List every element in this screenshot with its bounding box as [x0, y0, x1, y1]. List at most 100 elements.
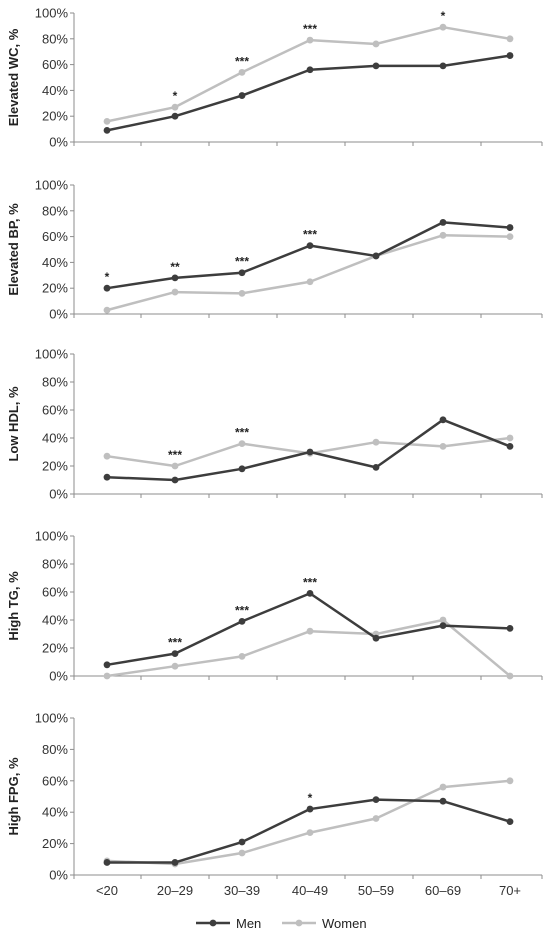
- significance-marker: *: [173, 89, 178, 103]
- y-axis-label: Elevated WC, %: [6, 28, 21, 126]
- y-tick-label: 60%: [42, 403, 68, 418]
- y-tick-label: 80%: [42, 203, 68, 218]
- data-point-women: [306, 278, 314, 286]
- data-point-women: [506, 233, 514, 241]
- data-point-men: [439, 62, 447, 70]
- data-point-men: [103, 661, 111, 669]
- x-tick-label: 60–69: [425, 883, 461, 898]
- data-point-men: [372, 252, 380, 260]
- data-point-women: [372, 40, 380, 48]
- y-tick-label: 0%: [49, 487, 68, 502]
- significance-marker: *: [105, 270, 110, 284]
- y-tick-label: 40%: [42, 255, 68, 270]
- data-point-women: [372, 438, 380, 446]
- y-axis-label: Elevated BP, %: [6, 203, 21, 296]
- y-tick-label: 100%: [35, 347, 69, 362]
- data-point-men: [171, 650, 179, 657]
- data-point-men: [306, 805, 314, 813]
- data-point-women: [238, 68, 246, 76]
- y-tick-label: 40%: [42, 613, 68, 628]
- y-tick-label: 20%: [42, 281, 68, 296]
- data-point-men: [372, 464, 380, 471]
- data-point-women: [103, 452, 111, 460]
- significance-marker: ***: [168, 448, 182, 462]
- data-point-women: [439, 443, 447, 450]
- data-point-women: [238, 289, 246, 297]
- data-point-women: [372, 815, 380, 822]
- y-tick-label: 80%: [42, 742, 68, 757]
- data-point-women: [238, 653, 246, 660]
- significance-marker: ***: [235, 603, 249, 617]
- y-axis-label: High TG, %: [6, 571, 21, 641]
- y-tick-label: 60%: [42, 229, 68, 244]
- data-point-men: [506, 443, 514, 450]
- x-tick-label: 70+: [499, 883, 521, 898]
- data-point-women: [306, 829, 314, 837]
- y-tick-label: 0%: [49, 868, 68, 883]
- data-point-men: [306, 66, 314, 74]
- data-point-women: [103, 672, 111, 680]
- y-tick-label: 80%: [42, 375, 68, 390]
- y-tick-label: 40%: [42, 805, 68, 820]
- data-point-women: [506, 434, 514, 442]
- data-point-women: [506, 35, 514, 43]
- y-tick-label: 80%: [42, 31, 68, 46]
- data-point-men: [506, 224, 514, 231]
- significance-marker: ***: [303, 22, 317, 36]
- y-tick-label: 80%: [42, 557, 68, 572]
- data-point-women: [103, 117, 111, 125]
- data-point-men: [103, 859, 111, 866]
- y-tick-label: 60%: [42, 585, 68, 600]
- data-point-men: [238, 465, 246, 473]
- data-point-women: [506, 777, 514, 785]
- data-point-women: [103, 306, 111, 314]
- significance-marker: ***: [303, 228, 317, 242]
- data-point-women: [171, 662, 179, 670]
- data-point-men: [171, 859, 179, 866]
- y-tick-label: 0%: [49, 135, 68, 150]
- legend-label: Women: [322, 916, 367, 931]
- legend-marker-men: [209, 919, 217, 927]
- legend-label: Men: [236, 916, 261, 931]
- y-tick-label: 100%: [35, 178, 69, 193]
- data-point-men: [439, 622, 447, 629]
- data-point-men: [439, 797, 447, 805]
- data-point-men: [306, 242, 314, 250]
- data-point-women: [171, 103, 179, 111]
- y-tick-label: 40%: [42, 83, 68, 98]
- data-point-men: [372, 62, 380, 70]
- significance-marker: ***: [168, 636, 182, 650]
- data-point-men: [439, 416, 447, 424]
- data-point-men: [506, 818, 514, 826]
- y-tick-label: 20%: [42, 641, 68, 656]
- data-point-women: [238, 440, 246, 447]
- significance-marker: ***: [235, 54, 249, 68]
- data-point-women: [506, 672, 514, 680]
- significance-marker: ***: [235, 426, 249, 440]
- y-tick-label: 100%: [35, 529, 69, 544]
- data-point-men: [103, 126, 111, 134]
- data-point-men: [171, 112, 179, 120]
- data-point-women: [306, 36, 314, 44]
- significance-marker: *: [308, 791, 313, 805]
- data-point-women: [238, 849, 246, 857]
- y-tick-label: 20%: [42, 109, 68, 124]
- y-tick-label: 20%: [42, 836, 68, 851]
- x-tick-label: 40–49: [292, 883, 328, 898]
- data-point-men: [103, 284, 111, 292]
- data-point-men: [171, 274, 179, 282]
- data-point-men: [238, 838, 246, 846]
- x-tick-label: 50–59: [358, 883, 394, 898]
- data-point-men: [372, 796, 380, 804]
- y-tick-label: 0%: [49, 307, 68, 322]
- data-point-women: [439, 23, 447, 31]
- data-point-men: [171, 476, 179, 484]
- data-point-men: [238, 92, 246, 99]
- data-point-men: [238, 618, 246, 625]
- data-point-men: [372, 634, 380, 642]
- data-point-women: [439, 231, 447, 239]
- y-tick-label: 20%: [42, 459, 68, 474]
- significance-marker: ***: [235, 255, 249, 269]
- data-point-men: [506, 52, 514, 59]
